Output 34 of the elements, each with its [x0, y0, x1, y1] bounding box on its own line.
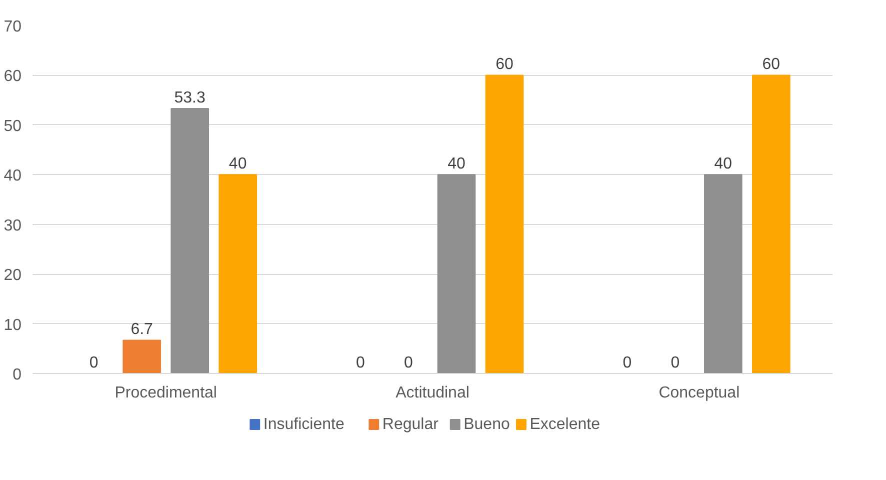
y-tick-label: 60	[4, 68, 22, 86]
y-tick-label: 30	[4, 217, 22, 234]
y-tick-label: 0	[12, 366, 22, 384]
bar	[170, 108, 209, 374]
x-tick-label: Conceptual	[658, 384, 740, 402]
data-label: 40	[714, 156, 732, 173]
data-label: 60	[762, 56, 780, 74]
bar	[752, 74, 790, 374]
x-tick-label: Actitudinal	[396, 384, 470, 402]
data-label: 0	[404, 354, 414, 372]
data-label: 0	[356, 354, 366, 372]
data-label: 0	[670, 354, 680, 372]
data-label: 60	[496, 56, 514, 74]
y-tick-label: 40	[4, 168, 22, 185]
data-label: 6.7	[130, 321, 154, 338]
legend-label: Regular	[382, 416, 440, 433]
data-label: 0	[622, 354, 632, 372]
bar	[485, 74, 524, 374]
legend-label: Excelente	[530, 416, 600, 433]
y-tick-label: 70	[4, 18, 22, 36]
data-label: 53.3	[174, 90, 206, 107]
data-label: 40	[448, 156, 466, 173]
data-label: 40	[228, 156, 247, 173]
x-tick-label: Procedimental	[114, 384, 217, 402]
y-tick-label: 20	[4, 267, 22, 284]
legend-label: Bueno	[464, 416, 510, 433]
bar	[218, 174, 257, 374]
bar	[437, 174, 476, 374]
bar	[122, 340, 161, 374]
y-tick-label: 10	[4, 316, 22, 334]
data-label: 0	[89, 354, 98, 372]
y-tick-label: 50	[4, 118, 22, 135]
legend-label: Insuficiente	[263, 416, 344, 433]
bar	[704, 174, 742, 374]
